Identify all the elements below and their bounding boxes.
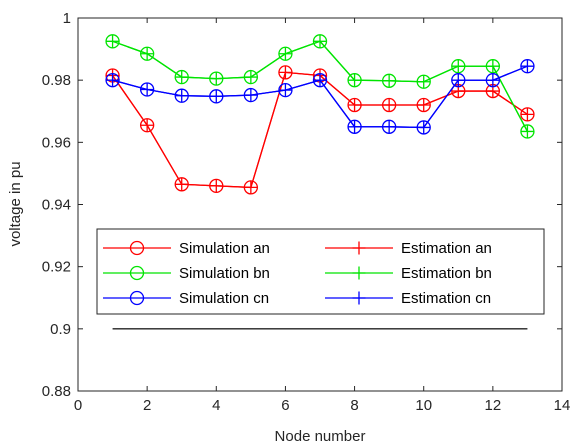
x-tick-label: 4 <box>212 397 220 414</box>
data-point-estimation-bn <box>278 47 292 61</box>
y-tick-label: 1 <box>63 10 71 27</box>
legend-label: Estimation an <box>401 240 492 257</box>
legend-marker <box>129 265 145 281</box>
x-axis-label: Node number <box>275 428 366 445</box>
x-tick-label: 2 <box>143 397 151 414</box>
y-tick-label: 0.98 <box>42 72 71 89</box>
legend-entry-estimation-bn: Estimation bn <box>325 265 492 282</box>
data-point-estimation-cn <box>175 89 189 103</box>
legend-marker <box>352 241 366 255</box>
data-point-estimation-bn <box>486 59 500 73</box>
x-tick-label: 14 <box>554 397 571 414</box>
data-point-estimation-bn <box>417 75 431 89</box>
x-tick-label: 6 <box>281 397 289 414</box>
data-point-estimation-bn <box>520 124 534 138</box>
data-point-estimation-an <box>244 180 258 194</box>
legend-label: Simulation cn <box>179 290 269 307</box>
x-tick-label: 10 <box>415 397 432 414</box>
data-point-estimation-bn <box>348 73 362 87</box>
legend-label: Simulation bn <box>179 265 270 282</box>
data-point-estimation-bn <box>382 74 396 88</box>
data-point-estimation-an <box>278 65 292 79</box>
legend-entry-estimation-cn: Estimation cn <box>325 290 491 307</box>
data-point-estimation-an <box>209 179 223 193</box>
data-point-estimation-cn <box>451 73 465 87</box>
data-point-estimation-bn <box>106 34 120 48</box>
y-tick-label: 0.92 <box>42 259 71 276</box>
legend-box <box>96 228 545 315</box>
data-point-estimation-an <box>348 98 362 112</box>
data-point-estimation-cn <box>313 73 327 87</box>
data-point-estimation-an <box>417 98 431 112</box>
data-point-estimation-cn <box>278 83 292 97</box>
data-point-estimation-bn <box>209 72 223 86</box>
data-point-estimation-cn <box>520 59 534 73</box>
data-point-estimation-cn <box>244 88 258 102</box>
data-point-estimation-cn <box>348 120 362 134</box>
x-tick-label: 8 <box>350 397 358 414</box>
data-point-estimation-bn <box>244 70 258 84</box>
data-point-estimation-bn <box>140 47 154 61</box>
data-point-estimation-cn <box>417 120 431 134</box>
data-point-estimation-cn <box>140 82 154 96</box>
data-point-estimation-bn <box>451 59 465 73</box>
legend-marker <box>129 290 145 306</box>
legend-label: Estimation bn <box>401 265 492 282</box>
y-tick-label: 0.88 <box>42 383 71 400</box>
y-tick-label: 0.94 <box>42 197 71 214</box>
data-point-estimation-cn <box>486 73 500 87</box>
y-tick-label: 0.96 <box>42 134 71 151</box>
legend-marker <box>352 291 366 305</box>
legend-entry-simulation-an: Simulation an <box>103 240 270 257</box>
data-point-estimation-bn <box>313 34 327 48</box>
legend: Simulation an Estimation an Simulation bn E… <box>96 228 545 315</box>
y-tick-label: 0.9 <box>50 321 71 338</box>
series-estimation-bn <box>106 34 534 138</box>
legend-marker <box>352 266 366 280</box>
data-point-estimation-cn <box>106 73 120 87</box>
data-point-estimation-an <box>175 177 189 191</box>
x-tick-label: 12 <box>485 397 502 414</box>
data-point-estimation-cn <box>209 89 223 103</box>
data-point-estimation-an <box>520 107 534 121</box>
legend-label: Estimation cn <box>401 290 491 307</box>
legend-entry-estimation-an: Estimation an <box>325 240 492 257</box>
data-point-estimation-an <box>382 98 396 112</box>
legend-entry-simulation-bn: Simulation bn <box>103 265 270 282</box>
legend-marker <box>129 240 145 256</box>
data-point-estimation-an <box>140 118 154 132</box>
series-estimation-cn <box>106 59 534 134</box>
data-point-estimation-cn <box>382 120 396 134</box>
legend-entry-simulation-cn: Simulation cn <box>103 290 269 307</box>
x-tick-label: 0 <box>74 397 82 414</box>
y-axis-label: voltage in pu <box>7 161 24 246</box>
legend-label: Simulation an <box>179 240 270 257</box>
data-point-estimation-bn <box>175 70 189 84</box>
